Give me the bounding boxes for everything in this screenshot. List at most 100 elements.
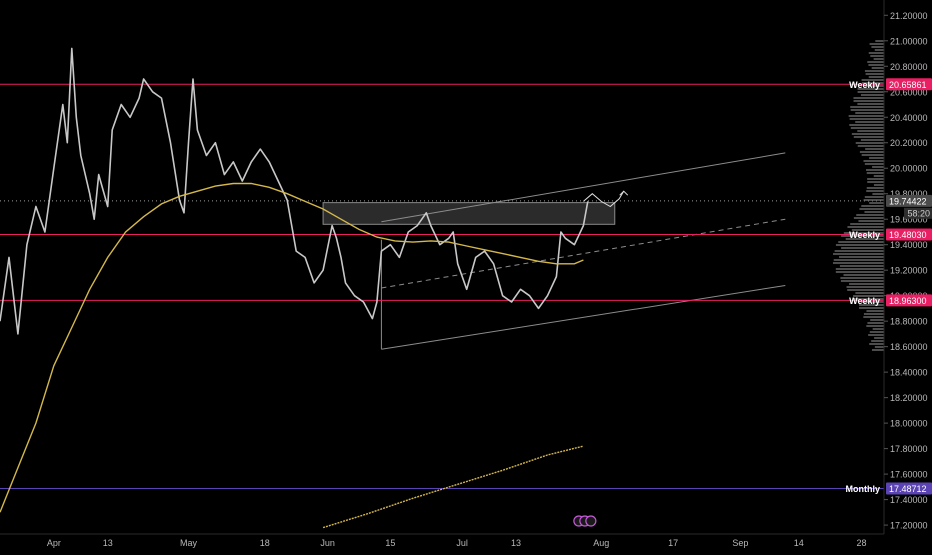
volume-profile-bar <box>846 286 884 288</box>
volume-profile-bar <box>869 157 884 159</box>
price-series-line[interactable] <box>0 47 589 335</box>
level-price-tag <box>886 294 932 307</box>
volume-profile-bar <box>872 328 884 330</box>
event-marker-icon[interactable] <box>585 515 597 527</box>
volume-profile-bar <box>857 130 884 132</box>
volume-profile-bar <box>863 316 884 318</box>
volume-profile-bar <box>872 193 884 195</box>
price-tick-label: 18.00000 <box>890 419 928 429</box>
price-tick-label: 20.00000 <box>890 164 928 174</box>
level-name-label: Monthly <box>846 484 881 494</box>
volume-profile-bar <box>859 208 884 210</box>
price-tick-label: 19.60000 <box>890 215 928 225</box>
volume-profile-bar <box>849 118 884 120</box>
volume-profile-bar <box>851 133 884 135</box>
projection-arrow-icon <box>619 190 629 196</box>
volume-profile-bar <box>853 217 884 219</box>
price-tick-label: 20.40000 <box>890 113 928 123</box>
volume-profile-bar <box>858 220 884 222</box>
volume-profile-bar <box>853 100 884 102</box>
volume-profile-bar <box>867 178 884 180</box>
volume-profile-bar <box>869 343 884 345</box>
time-tick-label: 18 <box>260 538 270 548</box>
volume-profile-bar <box>867 181 884 183</box>
volume-profile-bar <box>839 265 884 267</box>
volume-profile-bar <box>843 274 884 276</box>
volume-profile-bar <box>868 64 884 66</box>
volume-profile-bar <box>866 187 884 189</box>
current-price-tag <box>886 194 932 207</box>
time-tick-label: 14 <box>794 538 804 548</box>
volume-profile-bar <box>865 148 884 150</box>
volume-profile-bar <box>863 160 884 162</box>
volume-profile-bar <box>868 52 884 54</box>
price-tick-label: 18.20000 <box>890 393 928 403</box>
volume-profile-bar <box>834 250 884 252</box>
volume-profile-bar <box>873 58 884 60</box>
time-tick-label: Jul <box>456 538 468 548</box>
volume-profile-bar <box>868 76 884 78</box>
volume-profile-bar <box>850 223 884 225</box>
volume-profile-bar <box>840 277 884 279</box>
level-price-text: 17.48712 <box>889 484 927 494</box>
level-price-tag <box>886 78 932 91</box>
moving-average-line[interactable] <box>0 182 584 513</box>
volume-profile-bar <box>853 97 884 99</box>
price-tick-label: 19.20000 <box>890 266 928 276</box>
channel-lower-line[interactable] <box>381 285 786 350</box>
level-price-tag <box>886 482 932 495</box>
volume-profile-bar <box>866 172 884 174</box>
volume-profile-bar <box>835 244 884 246</box>
price-tick-label: 20.60000 <box>890 87 928 97</box>
volume-profile-bar <box>855 142 884 144</box>
time-tick-label: Jun <box>320 538 335 548</box>
volume-profile-bar <box>857 103 884 105</box>
price-tick-label: 17.80000 <box>890 444 928 454</box>
time-tick-label: Aug <box>593 538 609 548</box>
level-name-label: Weekly <box>849 230 880 240</box>
time-tick-label: 28 <box>857 538 867 548</box>
time-tick-label: Apr <box>47 538 61 548</box>
level-price-text: 19.48030 <box>889 230 927 240</box>
projection-path[interactable] <box>583 190 625 208</box>
resistance-zone[interactable] <box>322 202 616 225</box>
volume-profile-bar <box>873 175 884 177</box>
lower-series-line[interactable] <box>322 445 584 529</box>
time-tick-label: 15 <box>385 538 395 548</box>
volume-profile-bar <box>847 226 884 228</box>
volume-profile-bar <box>843 232 884 234</box>
volume-profile-bar <box>856 214 884 216</box>
time-tick-label: 13 <box>103 538 113 548</box>
volume-profile-bar <box>853 136 884 138</box>
volume-profile-bar <box>855 121 884 123</box>
price-tick-label: 19.80000 <box>890 189 928 199</box>
volume-profile-bar <box>871 340 884 342</box>
volume-profile-bar <box>873 184 884 186</box>
volume-profile-bar <box>850 127 884 129</box>
level-price-tag <box>886 228 932 241</box>
volume-profile-bar <box>869 202 884 204</box>
volume-profile-bar <box>866 325 884 327</box>
volume-profile-bar <box>864 196 884 198</box>
volume-profile-bar <box>853 295 884 297</box>
volume-profile-bar <box>832 262 884 264</box>
volume-profile-bar <box>869 43 884 45</box>
volume-profile-bar <box>865 73 884 75</box>
volume-profile-bar <box>871 46 884 48</box>
volume-profile-bar <box>850 109 884 111</box>
volume-profile-bar <box>857 145 884 147</box>
volume-profile-bar <box>866 310 884 312</box>
volume-profile-bar <box>874 49 884 51</box>
volume-profile-bar <box>863 199 884 201</box>
volume-profile-bar <box>832 253 884 255</box>
volume-profile-bar <box>859 304 884 306</box>
price-tick-label: 18.40000 <box>890 368 928 378</box>
price-tick-label: 21.00000 <box>890 36 928 46</box>
volume-profile-bar <box>835 271 884 273</box>
volume-profile-bar <box>839 256 884 258</box>
volume-profile-bar <box>860 139 884 141</box>
channel-upper-line[interactable] <box>381 152 786 223</box>
